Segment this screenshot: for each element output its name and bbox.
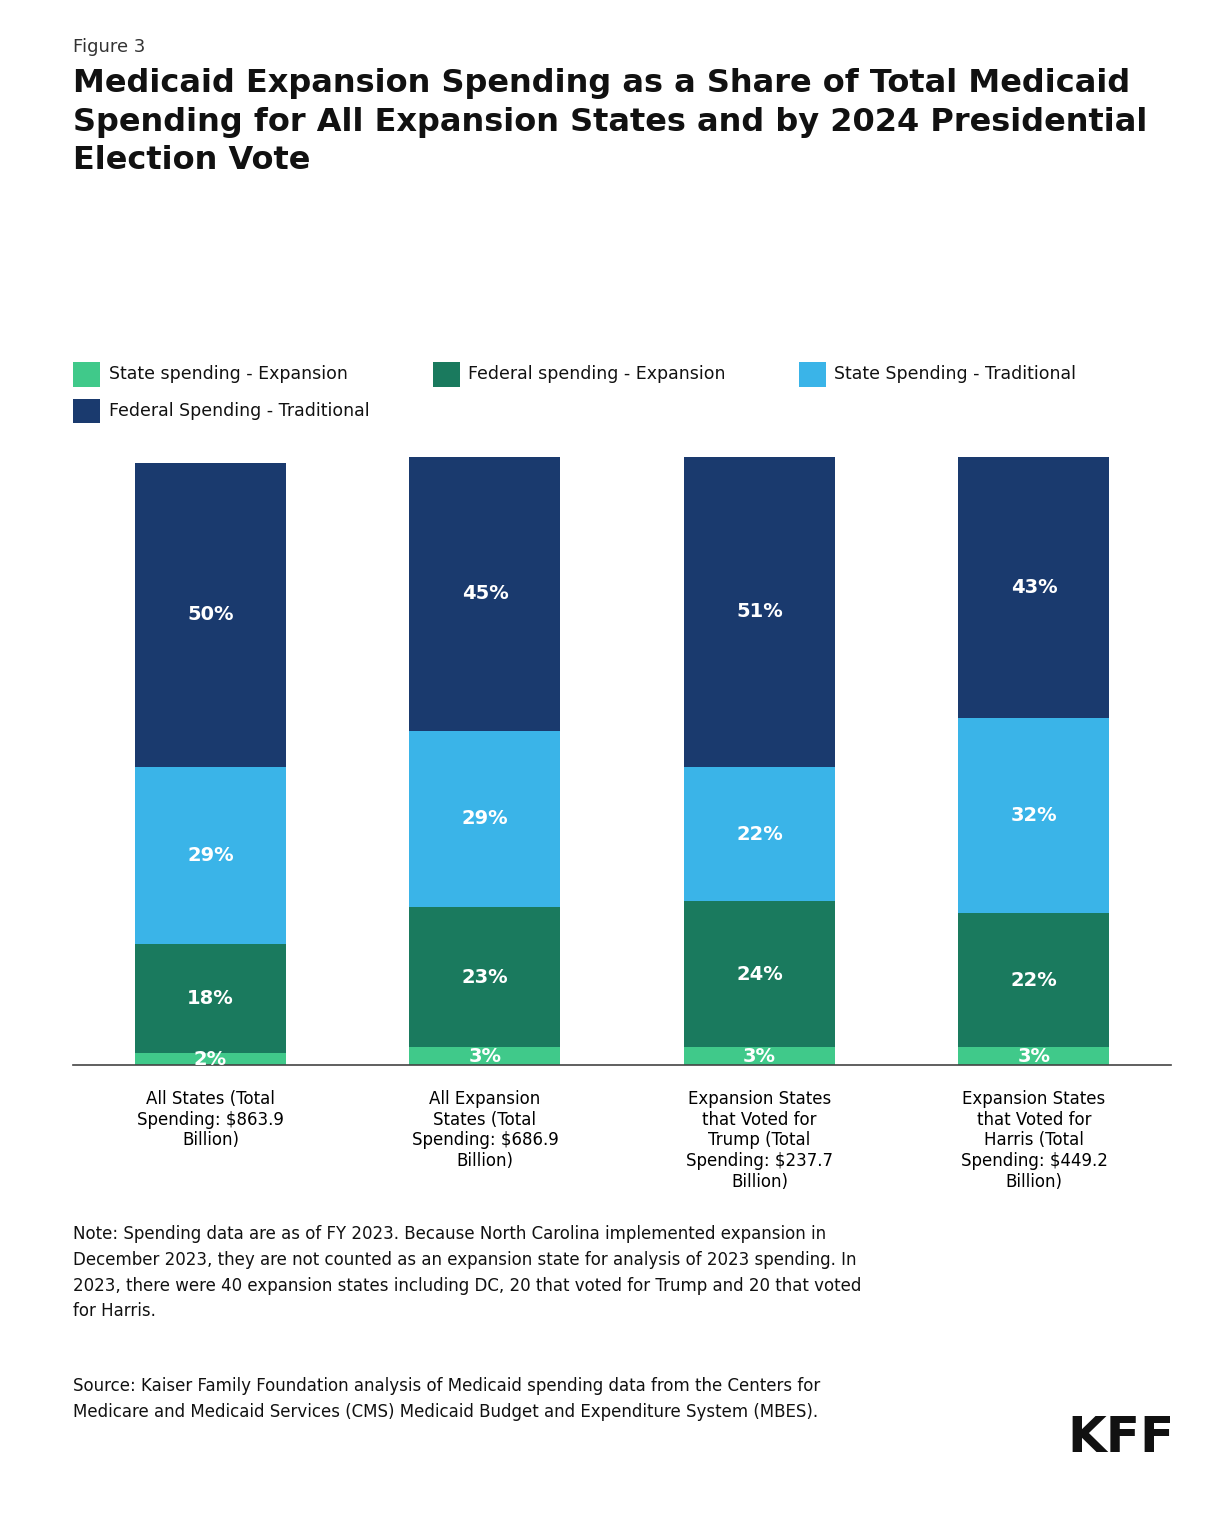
Bar bbox=[684, 1047, 834, 1065]
Bar bbox=[135, 1053, 285, 1065]
Text: 22%: 22% bbox=[1010, 971, 1058, 989]
Bar bbox=[684, 457, 834, 767]
Text: Federal Spending - Traditional: Federal Spending - Traditional bbox=[109, 402, 370, 420]
Bar bbox=[410, 731, 560, 907]
Bar bbox=[684, 901, 834, 1047]
Text: 51%: 51% bbox=[736, 603, 783, 621]
Text: 24%: 24% bbox=[736, 965, 783, 983]
Bar bbox=[959, 1047, 1109, 1065]
Text: State Spending - Traditional: State Spending - Traditional bbox=[834, 365, 1076, 384]
Bar bbox=[135, 463, 285, 767]
Text: 43%: 43% bbox=[1010, 578, 1058, 597]
Text: 50%: 50% bbox=[187, 606, 234, 624]
Text: KFF: KFF bbox=[1068, 1414, 1175, 1463]
Bar bbox=[135, 767, 285, 944]
Bar bbox=[410, 457, 560, 731]
Text: 2%: 2% bbox=[194, 1050, 227, 1068]
Bar bbox=[410, 907, 560, 1047]
Bar bbox=[684, 767, 834, 901]
Bar bbox=[959, 457, 1109, 718]
Text: Figure 3: Figure 3 bbox=[73, 38, 145, 56]
Text: Note: Spending data are as of FY 2023. Because North Carolina implemented expans: Note: Spending data are as of FY 2023. B… bbox=[73, 1225, 861, 1320]
Text: 23%: 23% bbox=[461, 968, 509, 986]
Text: 29%: 29% bbox=[187, 846, 234, 864]
Bar bbox=[959, 718, 1109, 913]
Bar bbox=[959, 913, 1109, 1047]
Text: Expansion States
that Voted for
Harris (Total
Spending: $449.2
Billion): Expansion States that Voted for Harris (… bbox=[960, 1090, 1108, 1190]
Text: 3%: 3% bbox=[743, 1047, 776, 1065]
Text: Source: Kaiser Family Foundation analysis of Medicaid spending data from the Cen: Source: Kaiser Family Foundation analysi… bbox=[73, 1377, 820, 1422]
Text: 32%: 32% bbox=[1010, 807, 1058, 825]
Text: 3%: 3% bbox=[1017, 1047, 1050, 1065]
Text: 45%: 45% bbox=[461, 584, 509, 603]
Text: 18%: 18% bbox=[187, 989, 234, 1008]
Bar bbox=[135, 944, 285, 1053]
Text: Medicaid Expansion Spending as a Share of Total Medicaid
Spending for All Expans: Medicaid Expansion Spending as a Share o… bbox=[73, 68, 1148, 177]
Text: All Expansion
States (Total
Spending: $686.9
Billion): All Expansion States (Total Spending: $6… bbox=[411, 1090, 559, 1170]
Text: 29%: 29% bbox=[461, 810, 509, 828]
Bar bbox=[410, 1047, 560, 1065]
Text: Expansion States
that Voted for
Trump (Total
Spending: $237.7
Billion): Expansion States that Voted for Trump (T… bbox=[686, 1090, 833, 1190]
Text: All States (Total
Spending: $863.9
Billion): All States (Total Spending: $863.9 Billi… bbox=[137, 1090, 284, 1149]
Text: 3%: 3% bbox=[468, 1047, 501, 1065]
Text: 22%: 22% bbox=[736, 825, 783, 843]
Text: Federal spending - Expansion: Federal spending - Expansion bbox=[468, 365, 726, 384]
Text: State spending - Expansion: State spending - Expansion bbox=[109, 365, 348, 384]
